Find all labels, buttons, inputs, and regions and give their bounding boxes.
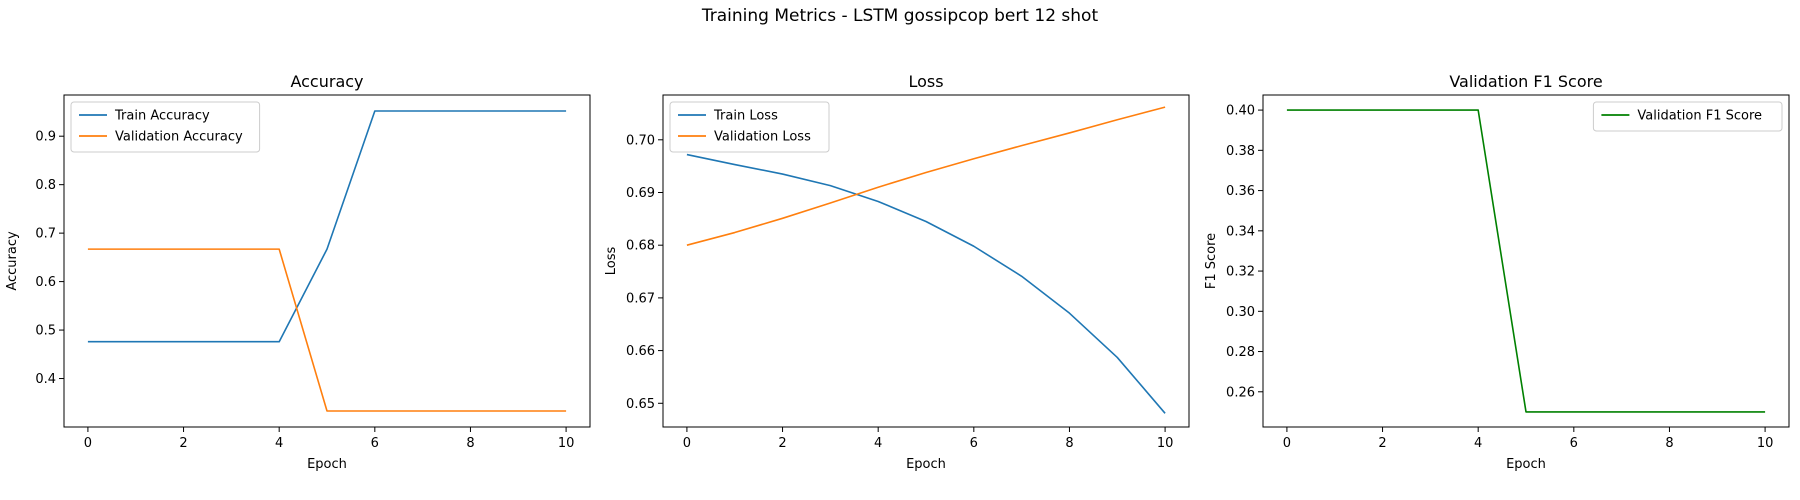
y-tick-label: 0.36 bbox=[1226, 184, 1255, 199]
legend-label: Train Loss bbox=[713, 109, 778, 124]
x-tick-label: 6 bbox=[970, 436, 978, 451]
legend: Train Accuracy Validation Accuracy bbox=[70, 101, 261, 153]
x-axis-label: Epoch bbox=[906, 457, 946, 472]
y-axis-label: Accuracy bbox=[5, 231, 20, 291]
x-axis-label: Epoch bbox=[1506, 457, 1546, 472]
legend-box bbox=[70, 101, 261, 153]
x-tick-label: 2 bbox=[179, 436, 187, 451]
y-tick-label: 0.9 bbox=[35, 130, 56, 145]
x-tick-label: 0 bbox=[1283, 436, 1291, 451]
y-tick-label: 0.26 bbox=[1226, 385, 1255, 400]
y-tick-label: 0.32 bbox=[1226, 265, 1255, 280]
y-tick-label: 0.5 bbox=[35, 324, 56, 339]
legend-box bbox=[669, 101, 830, 153]
x-tick-label: 4 bbox=[1474, 436, 1482, 451]
legend: Validation F1 Score bbox=[1592, 101, 1783, 132]
y-tick-label: 0.66 bbox=[626, 344, 655, 359]
legend-label: Validation F1 Score bbox=[1637, 109, 1762, 124]
series-line-1 bbox=[686, 153, 1166, 414]
series-line-1 bbox=[87, 110, 567, 343]
subplot-title: Validation F1 Score bbox=[1449, 72, 1602, 91]
series-line-2 bbox=[686, 106, 1166, 246]
y-tick-label: 0.28 bbox=[1226, 345, 1255, 360]
x-tick-label: 10 bbox=[1157, 436, 1174, 451]
y-tick-label: 0.8 bbox=[35, 178, 56, 193]
y-tick-label: 0.7 bbox=[35, 227, 56, 242]
figure-title: Training Metrics - LSTM gossipcop bert 1… bbox=[701, 6, 1099, 26]
x-tick-label: 8 bbox=[466, 436, 474, 451]
x-tick-label: 8 bbox=[1665, 436, 1673, 451]
x-tick-label: 2 bbox=[778, 436, 786, 451]
y-tick-label: 0.67 bbox=[626, 291, 655, 306]
subplot-3: Validation F1 Score 0 2 4 6 8 10 0.26 0.28 0.30 0.… bbox=[1204, 72, 1790, 472]
legend-label: Train Accuracy bbox=[114, 109, 210, 124]
y-tick-label: 0.65 bbox=[626, 397, 655, 412]
y-tick-label: 0.34 bbox=[1226, 224, 1255, 239]
subplot-title: Loss bbox=[908, 72, 943, 91]
x-tick-label: 0 bbox=[84, 436, 92, 451]
subplot-2: Loss 0 2 4 6 8 10 0.65 0.66 0.67 0.68 0.69 0.70 Epoch… bbox=[604, 72, 1190, 472]
y-tick-label: 0.38 bbox=[1226, 144, 1255, 159]
series-line-1 bbox=[1286, 109, 1766, 413]
subplot-title: Accuracy bbox=[290, 72, 363, 91]
y-tick-label: 0.69 bbox=[626, 186, 655, 201]
y-tick-label: 0.70 bbox=[626, 133, 655, 148]
legend-label: Validation Loss bbox=[714, 130, 811, 145]
y-tick-label: 0.68 bbox=[626, 239, 655, 254]
x-tick-label: 2 bbox=[1378, 436, 1386, 451]
y-tick-label: 0.6 bbox=[35, 275, 56, 290]
x-tick-label: 10 bbox=[558, 436, 575, 451]
y-tick-label: 0.4 bbox=[35, 372, 56, 387]
y-tick-label: 0.40 bbox=[1226, 104, 1255, 119]
legend-label: Validation Accuracy bbox=[115, 130, 243, 145]
x-tick-label: 8 bbox=[1065, 436, 1073, 451]
y-axis-label: Loss bbox=[604, 247, 619, 276]
legend-box bbox=[1592, 101, 1783, 132]
x-axis-label: Epoch bbox=[307, 457, 347, 472]
axes-frame bbox=[662, 94, 1190, 428]
x-tick-label: 10 bbox=[1757, 436, 1774, 451]
subplot-1: Accuracy 0 2 4 6 8 10 0.4 0.5 0.6 0.7 0.8 0.9 Epoch Ac… bbox=[5, 72, 591, 472]
legend: Train Loss Validation Loss bbox=[669, 101, 830, 153]
axes-frame bbox=[63, 94, 591, 428]
x-tick-label: 0 bbox=[683, 436, 691, 451]
axes-frame bbox=[1262, 94, 1790, 428]
y-axis-label: F1 Score bbox=[1204, 233, 1219, 289]
x-tick-label: 4 bbox=[275, 436, 283, 451]
x-tick-label: 4 bbox=[874, 436, 882, 451]
series-line-2 bbox=[87, 248, 567, 412]
y-tick-label: 0.30 bbox=[1226, 305, 1255, 320]
x-tick-label: 6 bbox=[371, 436, 379, 451]
x-tick-label: 6 bbox=[1570, 436, 1578, 451]
